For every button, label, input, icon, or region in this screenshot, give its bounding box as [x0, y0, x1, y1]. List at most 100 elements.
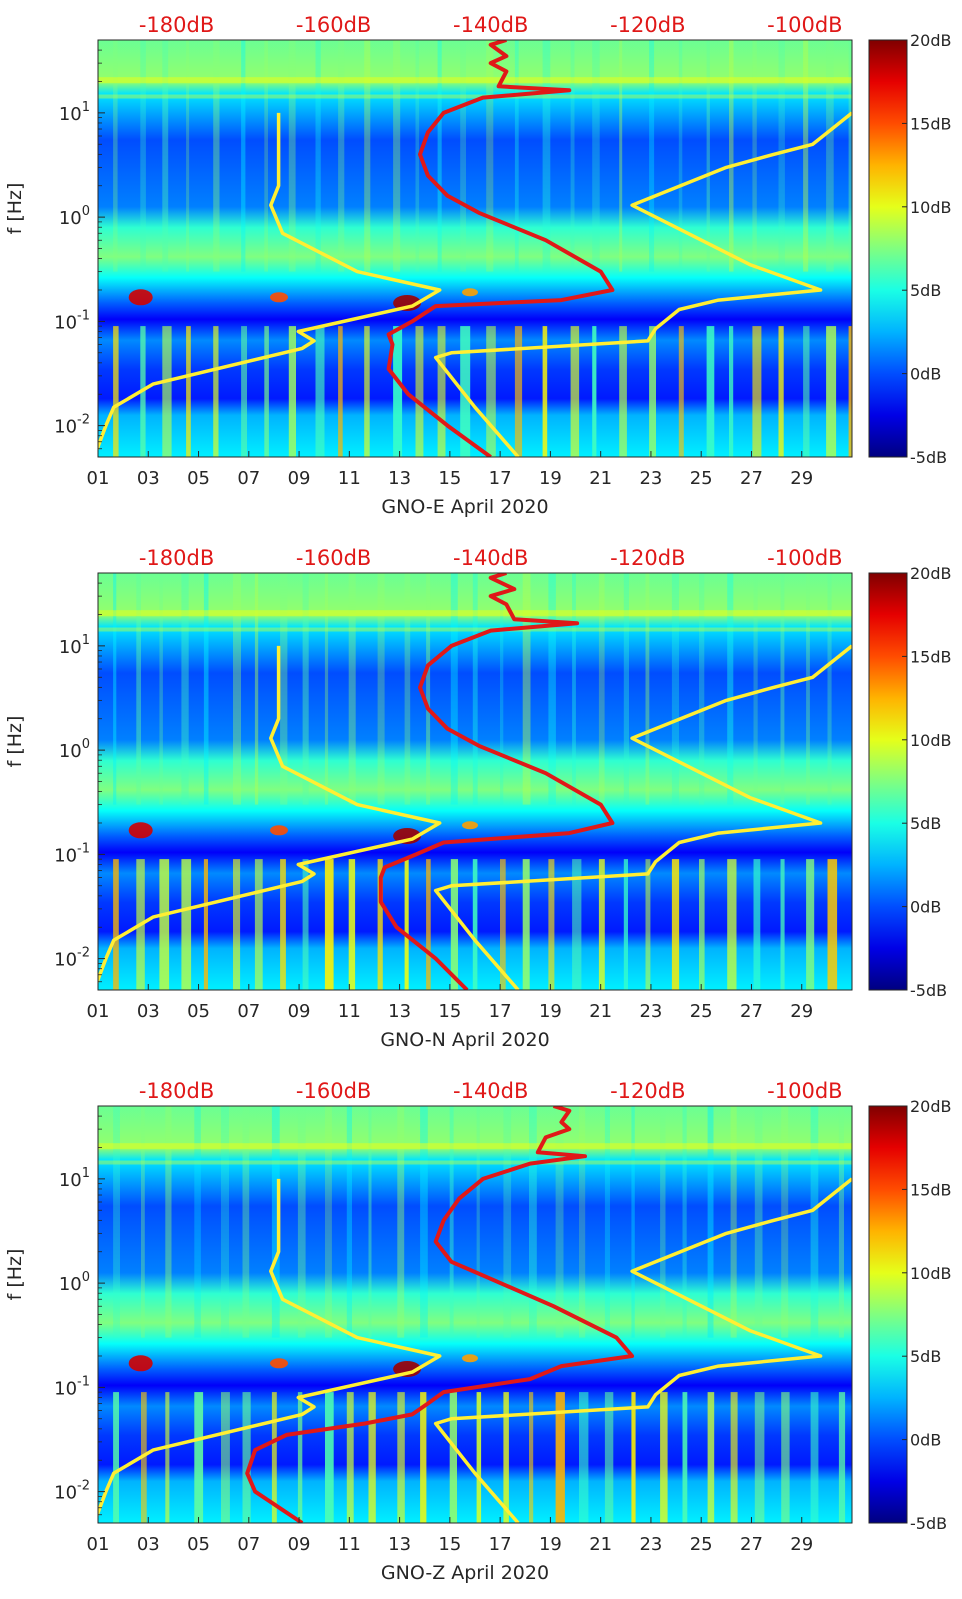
- y-tick-label: 100: [59, 737, 90, 762]
- spectrogram-chart-gno-z: 01 03 05 07 09 11 13 15 17 19 21 23 25 27 29 -180dB -160…: [4, 1079, 952, 1584]
- x-tick-label: 01: [87, 468, 110, 489]
- y-tick-label: 10-1: [54, 308, 90, 333]
- x-tick-label: 25: [690, 1001, 713, 1022]
- x-tick-label: 01: [87, 1001, 110, 1022]
- colorbar-tick-label: 0dB: [910, 1431, 941, 1450]
- y-tick-label: 101: [59, 633, 90, 658]
- x-axis-label: GNO-N April 2020: [380, 1029, 549, 1051]
- x-tick-label: 23: [639, 1001, 662, 1022]
- y-tick-label: 10-1: [54, 1374, 90, 1399]
- spectrogram-chart-gno-e: 01 03 05 07 09 11 13 15 17 19 21 23 25 27 29 -180dB -160…: [4, 13, 952, 518]
- x-tick-label: 03: [137, 1001, 160, 1022]
- x-tick-label: 27: [740, 1534, 763, 1555]
- y-tick-label: 10-2: [54, 1479, 90, 1504]
- colorbar-tick-label: 0dB: [910, 365, 941, 384]
- spectrogram-panel-gno-e: 01 03 05 07 09 11 13 15 17 19 21 23 25 27 29 -180dB -160…: [0, 0, 962, 533]
- y-tick-label: 100: [59, 204, 90, 229]
- x-tick-label: 05: [187, 468, 210, 489]
- x-tick-label: 25: [690, 1534, 713, 1555]
- nlnm-curve: [98, 112, 442, 452]
- colorbar: [868, 39, 908, 458]
- x-tick-label: 17: [489, 1001, 512, 1022]
- nlnm-curve: [98, 645, 442, 985]
- top-db-tick-label: -160dB: [296, 13, 371, 37]
- median-psd-curve: [245, 1106, 635, 1523]
- top-db-tick-label: -100dB: [767, 1079, 842, 1103]
- top-db-tick-label: -100dB: [767, 546, 842, 570]
- spectrogram-background: [98, 40, 852, 457]
- nlnm-curve: [98, 1178, 442, 1518]
- top-db-tick-label: -180dB: [139, 1079, 214, 1103]
- x-tick-label: 03: [137, 1534, 160, 1555]
- x-tick-label: 23: [639, 1534, 662, 1555]
- x-tick-label: 05: [187, 1001, 210, 1022]
- y-tick-label: 101: [59, 100, 90, 125]
- x-tick-label: 07: [237, 1001, 260, 1022]
- x-tick-label: 11: [338, 1001, 361, 1022]
- colorbar-tick-label: -5dB: [910, 981, 947, 1000]
- x-tick-label: 07: [237, 468, 260, 489]
- x-axis-label: GNO-Z April 2020: [381, 1562, 549, 1584]
- y-axis-label: f [Hz]: [4, 716, 26, 768]
- nhnm-curve: [433, 1177, 852, 1523]
- colorbar-tick-label: 20dB: [910, 31, 952, 50]
- median-psd-curve: [378, 573, 615, 990]
- colorbar-tick-label: -5dB: [910, 448, 947, 467]
- x-tick-label: 29: [790, 1534, 813, 1555]
- x-tick-label: 17: [489, 1534, 512, 1555]
- x-tick-label: 19: [539, 1534, 562, 1555]
- x-tick-label: 15: [438, 468, 461, 489]
- colorbar-tick-label: 20dB: [910, 564, 952, 583]
- spectrogram-texture: [98, 573, 852, 990]
- colorbar-tick-label: 10dB: [910, 198, 952, 217]
- spectrogram-panel-gno-n: 01 03 05 07 09 11 13 15 17 19 21 23 25 27 29 -180dB -160…: [0, 533, 962, 1066]
- x-tick-label: 21: [589, 1534, 612, 1555]
- x-axis-label: GNO-E April 2020: [381, 496, 548, 518]
- colorbar-tick-label: 5dB: [910, 814, 941, 833]
- colorbar-tick-label: 0dB: [910, 898, 941, 917]
- colorbar-tick-label: 20dB: [910, 1097, 952, 1116]
- y-tick-label: 10-2: [54, 946, 90, 971]
- x-tick-label: 23: [639, 468, 662, 489]
- top-db-tick-label: -140dB: [453, 13, 528, 37]
- x-tick-label: 29: [790, 468, 813, 489]
- top-db-tick-label: -140dB: [453, 546, 528, 570]
- y-tick-label: 10-1: [54, 841, 90, 866]
- colorbar: [868, 1105, 908, 1524]
- median-psd-curve: [386, 40, 615, 457]
- x-tick-label: 17: [489, 468, 512, 489]
- y-axis-label: f [Hz]: [4, 1249, 26, 1301]
- x-tick-label: 09: [288, 1534, 311, 1555]
- colorbar-tick-label: 5dB: [910, 1347, 941, 1366]
- x-tick-label: 01: [87, 1534, 110, 1555]
- colorbar-tick-label: -5dB: [910, 1514, 947, 1533]
- nhnm-curve: [433, 111, 852, 457]
- spectrogram-texture: [98, 1106, 852, 1523]
- y-tick-label: 100: [59, 1270, 90, 1295]
- colorbar: [868, 572, 908, 991]
- nhnm-curve: [433, 644, 852, 990]
- x-tick-label: 21: [589, 468, 612, 489]
- x-tick-label: 19: [539, 468, 562, 489]
- colorbar-tick-label: 10dB: [910, 1264, 952, 1283]
- top-db-tick-label: -120dB: [610, 1079, 685, 1103]
- x-tick-label: 15: [438, 1534, 461, 1555]
- x-tick-label: 13: [388, 468, 411, 489]
- top-db-tick-label: -120dB: [610, 546, 685, 570]
- spectrogram-chart-gno-n: 01 03 05 07 09 11 13 15 17 19 21 23 25 27 29 -180dB -160…: [4, 546, 952, 1051]
- x-tick-label: 15: [438, 1001, 461, 1022]
- x-tick-label: 19: [539, 1001, 562, 1022]
- colorbar-tick-label: 15dB: [910, 1180, 952, 1199]
- top-db-tick-label: -100dB: [767, 13, 842, 37]
- top-db-tick-label: -160dB: [296, 546, 371, 570]
- x-tick-label: 03: [137, 468, 160, 489]
- top-db-tick-label: -180dB: [139, 13, 214, 37]
- spectrogram-panel-gno-z: 01 03 05 07 09 11 13 15 17 19 21 23 25 27 29 -180dB -160…: [0, 1066, 962, 1599]
- x-tick-label: 27: [740, 1001, 763, 1022]
- colorbar-tick-label: 15dB: [910, 114, 952, 133]
- x-tick-label: 09: [288, 1001, 311, 1022]
- x-tick-label: 11: [338, 468, 361, 489]
- x-tick-label: 29: [790, 1001, 813, 1022]
- colorbar-tick-label: 10dB: [910, 731, 952, 750]
- y-tick-label: 10-2: [54, 413, 90, 438]
